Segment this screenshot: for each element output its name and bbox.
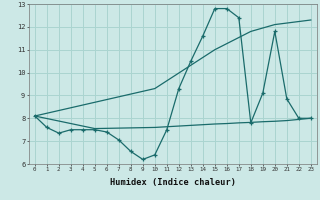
X-axis label: Humidex (Indice chaleur): Humidex (Indice chaleur): [110, 178, 236, 187]
